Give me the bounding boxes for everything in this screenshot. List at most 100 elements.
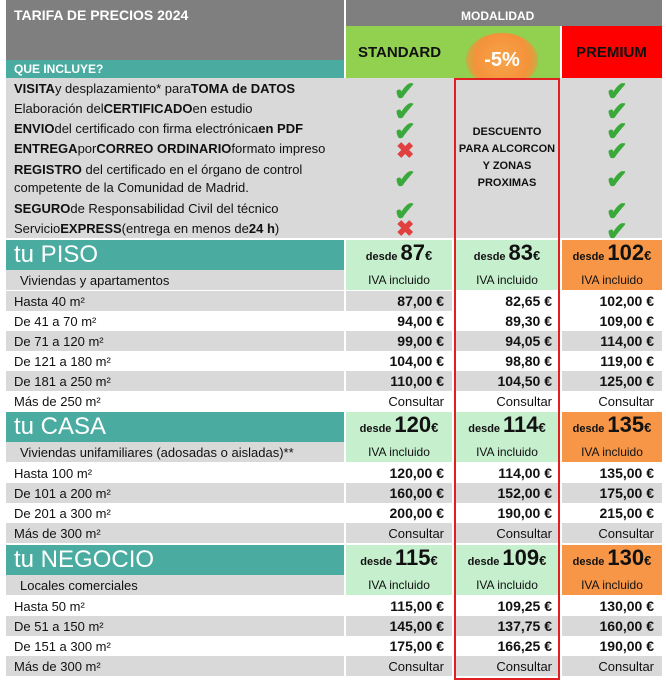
- price-alcorcon: 104,50 €: [454, 371, 560, 391]
- price-row: De 71 a 120 m² 99,00 € 94,05 € 114,00 €: [6, 331, 662, 351]
- price-row: De 181 a 250 m² 110,00 € 104,50 € 125,00…: [6, 371, 662, 391]
- row-label: De 151 a 300 m²: [6, 636, 344, 656]
- cross-icon: ✖: [396, 138, 415, 163]
- from-price-standard: [346, 545, 452, 595]
- section-subtitle-cell: [6, 270, 344, 290]
- price-premium: 119,00 €: [562, 351, 662, 371]
- price-row: Hasta 50 m² 115,00 € 109,25 € 130,00 €: [6, 596, 662, 616]
- price-alcorcon: 82,65 €: [454, 291, 560, 311]
- check-icon: ✔: [606, 196, 628, 226]
- page-title: TARIFA DE PRECIOS 2024: [14, 7, 189, 23]
- price-standard: 200,00 €: [346, 503, 452, 523]
- price-premium: 160,00 €: [562, 616, 662, 636]
- price-premium: 190,00 €: [562, 636, 662, 656]
- iva-label: IVA incluido: [476, 578, 538, 592]
- price-row: Más de 250 m² Consultar Consultar Consul…: [6, 391, 662, 411]
- descuento-text: DESCUENTO PARA ALCORCON Y ZONAS PROXIMAS: [458, 126, 556, 189]
- includes-label: QUE INCLUYE?: [14, 62, 104, 76]
- from-price-standard-text: desde 115€: [360, 545, 438, 570]
- price-standard: 99,00 €: [346, 331, 452, 351]
- iva-label: IVA incluido: [476, 273, 538, 287]
- from-price-premium-text: desde 130€: [572, 545, 652, 570]
- check-icon: ✔: [606, 76, 628, 106]
- price-standard: Consultar: [346, 523, 452, 543]
- section-header-casa: [6, 412, 344, 442]
- check-icon: ✔: [394, 76, 416, 106]
- includes-header: QUE INCLUYE?: [6, 60, 662, 78]
- price-row: Hasta 40 m² 87,00 € 82,65 € 102,00 €: [6, 291, 662, 311]
- section-subtitle: Viviendas unifamiliares (adosadas o aisl…: [20, 445, 294, 460]
- from-price-alcorcon: [454, 545, 560, 595]
- include-item-label: Servicio EXPRESS (entrega en menos de 24…: [14, 220, 280, 236]
- price-row: Más de 300 m² Consultar Consultar Consul…: [6, 656, 662, 676]
- alcorcon-includes-col: [454, 78, 560, 238]
- include-item-label: SEGURO de Responsabilidad Civil del técn…: [14, 200, 279, 216]
- check-icon: ✔: [606, 136, 628, 166]
- price-alcorcon: 89,30 €: [454, 311, 560, 331]
- row-label: Hasta 50 m²: [6, 596, 344, 616]
- price-standard: Consultar: [346, 656, 452, 676]
- header-title-cell: [6, 0, 344, 60]
- from-price-alcorcon: [454, 412, 560, 462]
- price-row: Hasta 100 m² 120,00 € 114,00 € 135,00 €: [6, 463, 662, 483]
- from-price-alcorcon-text: desde 109€: [467, 545, 547, 570]
- price-premium: 130,00 €: [562, 596, 662, 616]
- price-alcorcon: 114,00 €: [454, 463, 560, 483]
- section-subtitle: Viviendas y apartamentos: [20, 273, 170, 288]
- row-label: Hasta 100 m²: [6, 463, 344, 483]
- from-price-standard: [346, 240, 452, 290]
- price-standard: 115,00 €: [346, 596, 452, 616]
- section-subtitle-cell: [6, 575, 344, 595]
- price-standard: 145,00 €: [346, 616, 452, 636]
- iva-label: IVA incluido: [581, 445, 643, 459]
- row-label: De 51 a 150 m²: [6, 616, 344, 636]
- section-subtitle-cell: [6, 442, 344, 462]
- price-row: De 151 a 300 m² 175,00 € 166,25 € 190,00…: [6, 636, 662, 656]
- from-price-premium: [562, 240, 662, 290]
- price-premium: Consultar: [562, 391, 662, 411]
- include-item-label: REGISTRO del certificado en el órgano de…: [14, 162, 303, 195]
- include-item-label: VISITA y desplazamiento* para TOMA de DA…: [14, 80, 296, 96]
- header-row: TARIFA DE PRECIOS 2024 MODALIDAD STANDAR…: [6, 0, 662, 78]
- row-label: Más de 250 m²: [6, 391, 344, 411]
- price-premium: 215,00 €: [562, 503, 662, 523]
- price-premium: Consultar: [562, 656, 662, 676]
- from-price-standard: [346, 412, 452, 462]
- price-row: De 41 a 70 m² 94,00 € 89,30 € 109,00 €: [6, 311, 662, 331]
- row-label: De 101 a 200 m²: [6, 483, 344, 503]
- from-price-premium: [562, 412, 662, 462]
- price-alcorcon: Consultar: [454, 656, 560, 676]
- check-icon: ✔: [394, 196, 416, 226]
- price-premium: 135,00 €: [562, 463, 662, 483]
- price-standard: 110,00 €: [346, 371, 452, 391]
- price-standard: 94,00 €: [346, 311, 452, 331]
- modalidad-cell: [346, 0, 662, 26]
- price-premium: 125,00 €: [562, 371, 662, 391]
- price-premium: Consultar: [562, 523, 662, 543]
- include-item-label: ENVIO del certificado con firma electrón…: [14, 120, 304, 136]
- price-row: De 201 a 300 m² 200,00 € 190,00 € 215,00…: [6, 503, 662, 523]
- price-standard: 160,00 €: [346, 483, 452, 503]
- row-label: De 121 a 180 m²: [6, 351, 344, 371]
- standard-includes-col: [346, 78, 452, 238]
- row-label: Más de 300 m²: [6, 656, 344, 676]
- price-premium: 102,00 €: [562, 291, 662, 311]
- from-price-alcorcon-text: desde 83€: [473, 240, 541, 265]
- check-icon: ✔: [606, 96, 628, 126]
- price-premium: 109,00 €: [562, 311, 662, 331]
- iva-label: IVA incluido: [368, 578, 430, 592]
- price-row: De 121 a 180 m² 104,00 € 98,80 € 119,00 …: [6, 351, 662, 371]
- price-premium: 175,00 €: [562, 483, 662, 503]
- price-standard: 175,00 €: [346, 636, 452, 656]
- include-item-label: ENTREGA por CORREO ORDINARIO formato imp…: [14, 140, 326, 156]
- from-price-standard-text: desde 120€: [359, 412, 439, 437]
- iva-label: IVA incluido: [368, 273, 430, 287]
- from-price-alcorcon: [454, 240, 560, 290]
- check-icon: ✔: [394, 96, 416, 126]
- check-icon: ✔: [606, 164, 628, 194]
- from-price-premium-text: desde 135€: [572, 412, 652, 437]
- standard-label: STANDARD: [358, 44, 442, 61]
- price-alcorcon: 152,00 €: [454, 483, 560, 503]
- discount-label: -5%: [484, 48, 520, 71]
- price-premium: 114,00 €: [562, 331, 662, 351]
